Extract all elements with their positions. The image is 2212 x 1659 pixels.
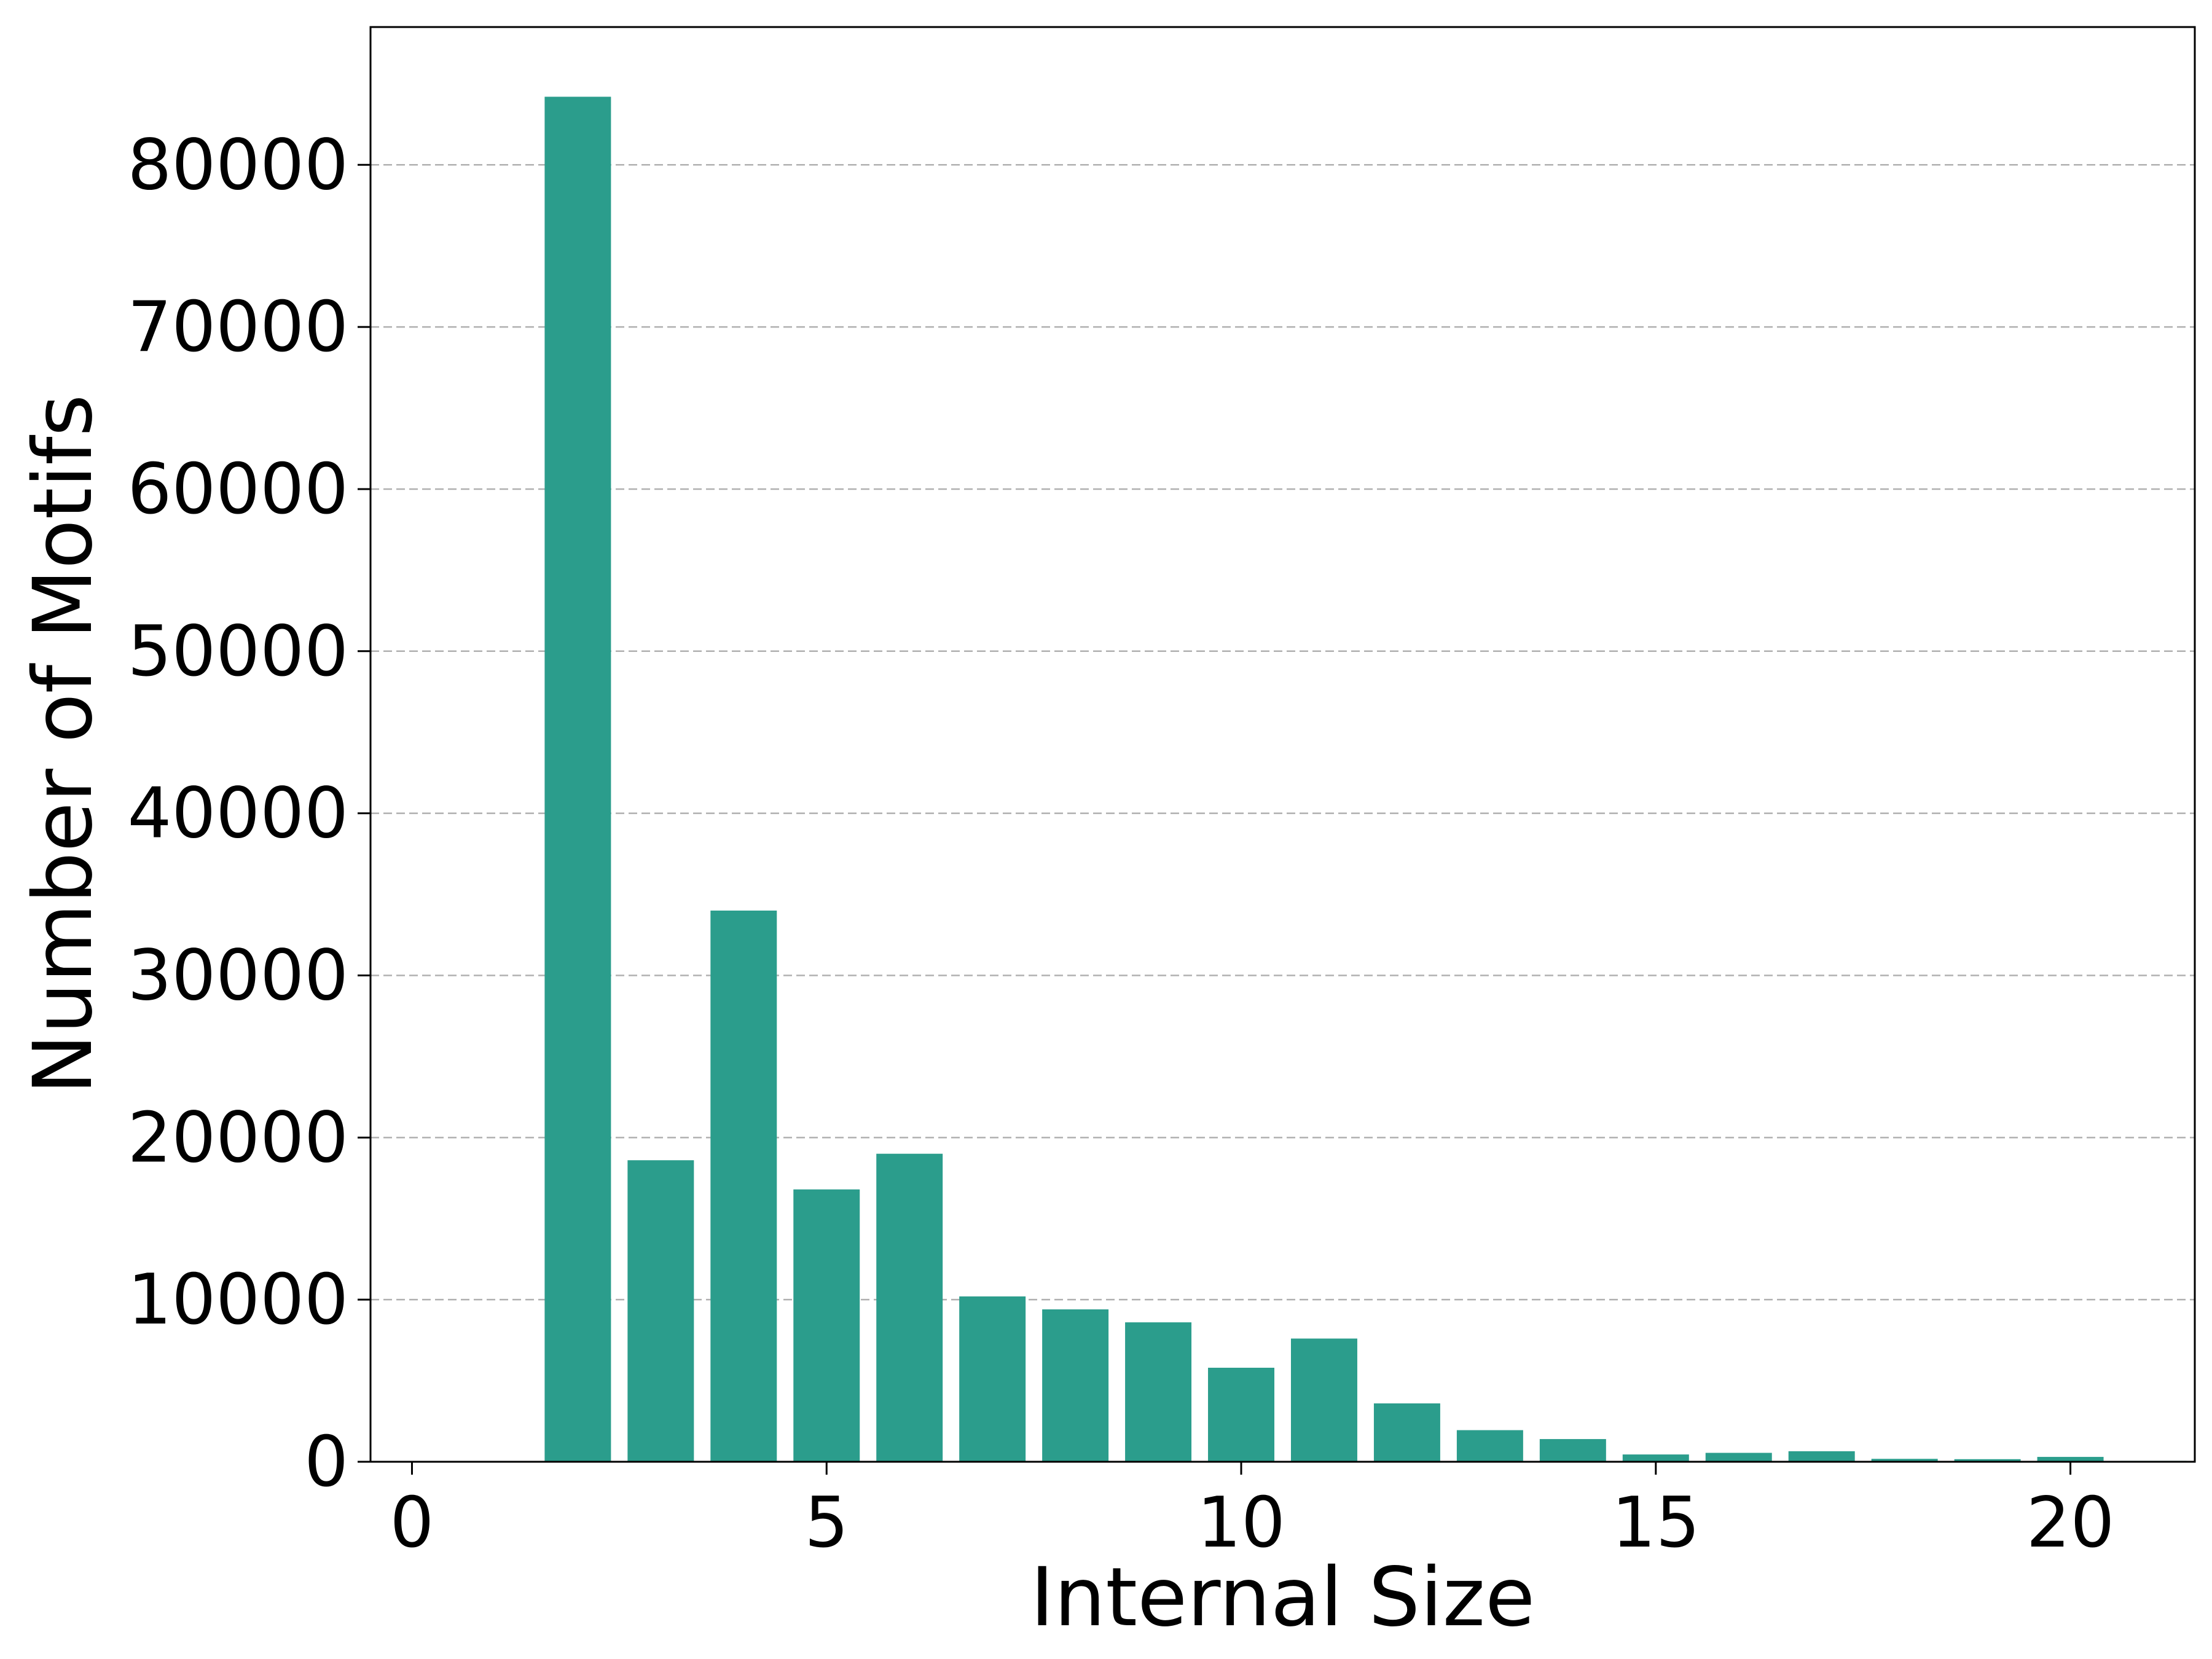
y-tick-label-1: 10000 — [128, 1259, 348, 1340]
bar-2 — [544, 96, 611, 1462]
y-tick-label-0: 0 — [304, 1421, 348, 1502]
bar-14 — [1539, 1439, 1606, 1462]
y-axis-ticks: 0 10000 20000 30000 40000 50000 60000 70000 8000… — [128, 124, 371, 1502]
bar-4 — [710, 910, 777, 1462]
bar-8 — [1042, 1309, 1109, 1462]
x-tick-label-0: 0 — [390, 1482, 434, 1563]
bar-13 — [1456, 1430, 1523, 1462]
x-axis-ticks: 0 5 10 15 20 — [390, 1462, 2115, 1563]
bar-15 — [1622, 1454, 1689, 1462]
y-tick-label-8: 80000 — [128, 124, 348, 205]
bar-20 — [2037, 1457, 2104, 1462]
x-axis-title: Internal Size — [1030, 1550, 1535, 1645]
bar-7 — [959, 1296, 1026, 1462]
bar-17 — [1788, 1451, 1855, 1462]
bar-10 — [1208, 1367, 1275, 1462]
y-tick-label-2: 20000 — [128, 1097, 348, 1178]
y-axis-title: Number of Motifs — [16, 394, 111, 1095]
y-tick-label-3: 30000 — [128, 935, 348, 1016]
bar-3 — [627, 1160, 694, 1462]
bar-12 — [1373, 1403, 1440, 1462]
x-tick-label-2: 10 — [1197, 1482, 1285, 1563]
bar-5 — [793, 1189, 860, 1462]
bar-19 — [1954, 1459, 2021, 1462]
y-tick-label-4: 40000 — [128, 773, 348, 854]
bars — [544, 96, 2187, 1462]
bar-9 — [1125, 1322, 1192, 1462]
plot-frame — [369, 26, 2196, 1463]
bar-16 — [1705, 1453, 1772, 1462]
y-tick-label-6: 60000 — [128, 449, 348, 530]
x-tick-label-3: 15 — [1612, 1482, 1700, 1563]
bar-6 — [876, 1153, 943, 1462]
y-tick-label-5: 50000 — [128, 611, 348, 692]
x-tick-label-1: 5 — [804, 1482, 849, 1563]
x-tick-label-4: 20 — [2026, 1482, 2115, 1563]
y-tick-label-7: 70000 — [128, 286, 348, 367]
bar-11 — [1290, 1338, 1357, 1462]
bar-18 — [1871, 1459, 1938, 1462]
